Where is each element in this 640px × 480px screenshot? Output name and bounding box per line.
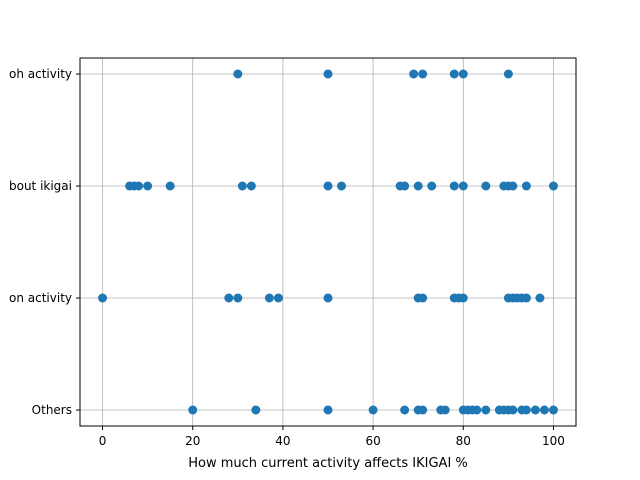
data-point — [521, 293, 531, 303]
x-tick-label: 20 — [185, 434, 200, 448]
data-point — [246, 181, 256, 191]
data-point — [323, 293, 333, 303]
data-point — [418, 405, 428, 415]
x-tick-label: 40 — [275, 434, 290, 448]
data-point — [481, 405, 491, 415]
data-point — [449, 181, 459, 191]
data-point — [440, 405, 450, 415]
y-tick-label: oh activity — [9, 67, 72, 81]
data-point — [427, 181, 437, 191]
data-point — [418, 69, 428, 79]
data-point — [323, 181, 333, 191]
data-point — [413, 181, 423, 191]
y-tick-label: on activity — [9, 291, 72, 305]
x-tick-label: 60 — [365, 434, 380, 448]
data-point — [165, 181, 175, 191]
data-point — [409, 69, 419, 79]
x-tick-label: 0 — [99, 434, 107, 448]
data-point — [539, 405, 549, 415]
y-tick-label: Others — [32, 403, 72, 417]
data-point — [233, 69, 243, 79]
data-point — [458, 181, 468, 191]
data-point — [548, 181, 558, 191]
data-point — [530, 405, 540, 415]
data-point — [323, 405, 333, 415]
data-point — [273, 293, 283, 303]
data-point — [134, 181, 144, 191]
data-point — [224, 293, 234, 303]
x-tick-label: 80 — [456, 434, 471, 448]
data-point — [237, 181, 247, 191]
data-point — [472, 405, 482, 415]
data-point — [508, 181, 518, 191]
data-point — [449, 69, 459, 79]
data-point — [508, 405, 518, 415]
y-tick-label: bout ikigai — [9, 179, 72, 193]
y-axis-ticks: Others on activity bout ikigai oh activity — [9, 67, 80, 417]
data-point — [548, 405, 558, 415]
data-point — [188, 405, 198, 415]
data-point — [535, 293, 545, 303]
data-point — [458, 69, 468, 79]
plot-frame — [79, 57, 577, 427]
data-point — [400, 405, 410, 415]
data-point — [323, 69, 333, 79]
data-point — [503, 69, 513, 79]
data-point — [233, 293, 243, 303]
grid-lines — [80, 58, 576, 426]
x-axis-label: How much current activity affects IKIGAI… — [188, 456, 468, 471]
data-points — [98, 69, 558, 415]
data-point — [264, 293, 274, 303]
data-point — [400, 181, 410, 191]
x-axis-ticks: 0 20 40 60 80 100 — [99, 426, 565, 448]
data-point — [98, 293, 108, 303]
x-tick-label: 100 — [542, 434, 565, 448]
data-point — [418, 293, 428, 303]
data-point — [521, 181, 531, 191]
data-point — [458, 293, 468, 303]
data-point — [481, 181, 491, 191]
data-point — [368, 405, 378, 415]
data-point — [251, 405, 261, 415]
data-point — [143, 181, 153, 191]
data-point — [521, 405, 531, 415]
data-point — [337, 181, 347, 191]
